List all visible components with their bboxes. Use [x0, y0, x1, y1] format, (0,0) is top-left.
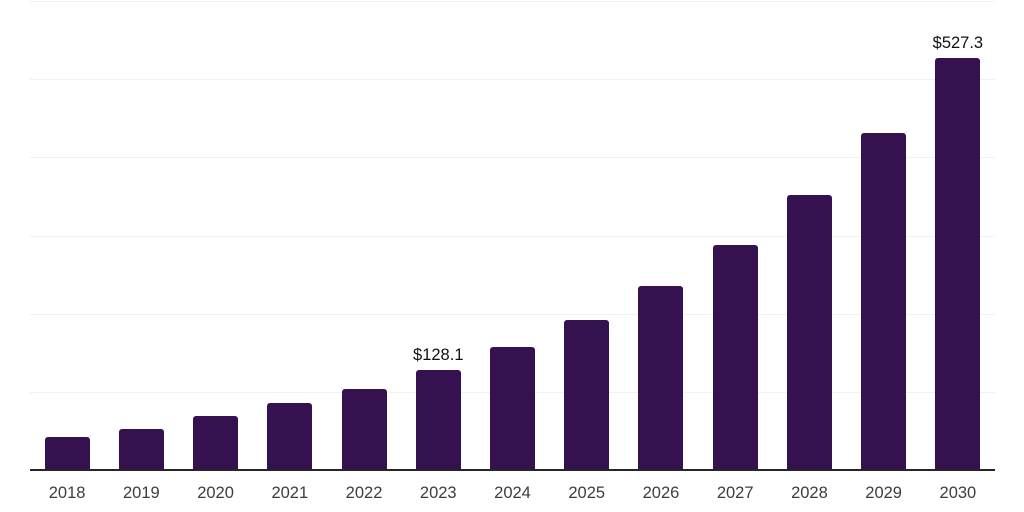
bar-2023 — [415, 369, 461, 470]
x-tick-label-2018: 2018 — [48, 484, 86, 502]
gridline-500 — [30, 79, 995, 81]
bar-2028 — [786, 194, 832, 470]
bar-2030 — [935, 57, 981, 470]
bar-2019 — [118, 429, 164, 470]
bar-2020 — [193, 416, 239, 470]
gridline-300 — [30, 235, 995, 237]
x-tick-label-2027: 2027 — [716, 484, 754, 502]
bar-2021 — [267, 403, 313, 470]
x-tick-label-2028: 2028 — [791, 484, 828, 502]
x-tick-label-2030: 2030 — [939, 484, 977, 502]
x-tick-label-2020: 2020 — [197, 484, 234, 502]
x-tick-label-2021: 2021 — [271, 484, 309, 502]
x-tick-label-2026: 2026 — [642, 484, 680, 502]
bar-2029 — [861, 133, 907, 470]
bar-2026 — [638, 286, 684, 470]
bar-2025 — [564, 320, 610, 470]
x-tick-label-2025: 2025 — [568, 484, 606, 502]
x-tick-label-2029: 2029 — [865, 484, 902, 502]
gridline-600 — [30, 1, 995, 2]
bar-2024 — [490, 347, 535, 470]
bar-2018 — [44, 437, 90, 470]
x-tick-label-2022: 2022 — [345, 484, 383, 502]
bar-2022 — [341, 389, 387, 470]
bar-2027 — [712, 245, 758, 470]
bar-value-label-2023: $128.1 — [413, 346, 464, 365]
gridline-400 — [30, 157, 995, 159]
x-axis-line — [30, 469, 995, 471]
x-axis-labels: 2018 2019 2020 2021 2022 2023 2024 2025 2026 2027… — [30, 481, 995, 505]
x-tick-label-2019: 2019 — [122, 484, 160, 502]
plot-area: $128.1 $527.3 — [30, 1, 995, 471]
x-tick-label-2024: 2024 — [494, 484, 531, 502]
gridline-200 — [30, 313, 995, 315]
bar-value-label-2030: $527.3 — [932, 34, 984, 53]
x-tick-label-2023: 2023 — [419, 484, 457, 502]
